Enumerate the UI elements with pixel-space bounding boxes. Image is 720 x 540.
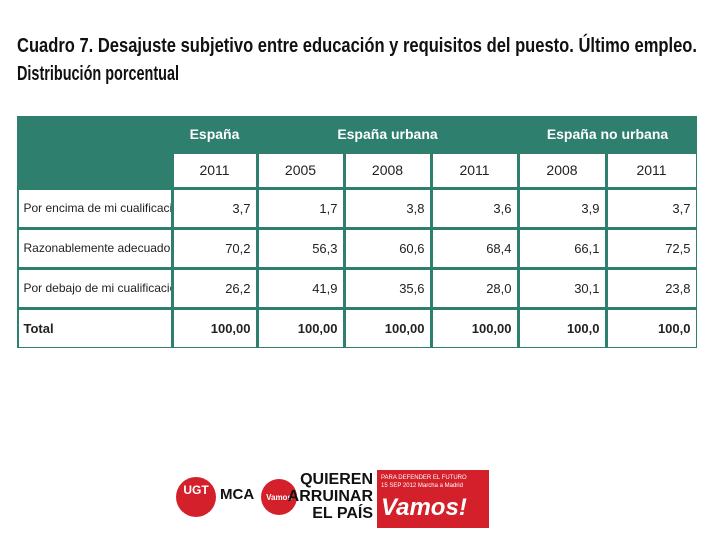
row-label: Total	[18, 309, 171, 347]
table-cell: 41,9	[258, 269, 343, 307]
year-header: 2011	[432, 153, 517, 187]
table-cell: 100,0	[607, 309, 696, 347]
vamos-banner	[377, 470, 489, 528]
year-header: 2008	[345, 153, 430, 187]
table-cell: 100,0	[519, 309, 605, 347]
mca-text: MCA	[220, 486, 254, 503]
table-cell: 23,8	[607, 269, 696, 307]
table-cell: 3,7	[607, 189, 696, 227]
vamos-badge-text: Vamos	[266, 493, 292, 502]
table-cell: 66,1	[519, 229, 605, 267]
group-header: España	[172, 116, 257, 152]
table-cell: 100,00	[345, 309, 430, 347]
table-cell: 3,8	[345, 189, 430, 227]
table-cell: 70,2	[173, 229, 256, 267]
tagline: PARA DEFENDER EL FUTURO	[381, 475, 467, 481]
table-cell: 72,5	[607, 229, 696, 267]
table-cell: 56,3	[258, 229, 343, 267]
table-cell: 35,6	[345, 269, 430, 307]
slogan-line: ARRUINAR	[288, 488, 374, 505]
subtitle: Distribución porcentual	[17, 63, 179, 85]
title: Cuadro 7. Desajuste subjetivo entre educ…	[17, 33, 697, 57]
table-cell: 30,1	[519, 269, 605, 307]
year-header: 2005	[258, 153, 343, 187]
table-cell: 3,9	[519, 189, 605, 227]
table-cell: 100,00	[173, 309, 256, 347]
year-header: 2011	[173, 153, 256, 187]
table-cell: 3,6	[432, 189, 517, 227]
date: 15 SEP 2012 Marcha a Madrid	[381, 483, 463, 489]
row-label: Razonablemente adecuado	[18, 229, 171, 267]
row-label: Por encima de mi cualificación	[18, 189, 171, 227]
group-header: España no urbana	[518, 116, 697, 152]
vamos-badge	[261, 479, 297, 515]
year-header: 2011	[607, 153, 696, 187]
table-cell: 3,7	[173, 189, 256, 227]
group-header: España urbana	[257, 116, 518, 152]
table-cell: 26,2	[173, 269, 256, 307]
ugt-logo	[176, 477, 216, 517]
table-cell: 28,0	[432, 269, 517, 307]
ugt-text: UGT	[183, 483, 209, 497]
table-cell: 100,00	[258, 309, 343, 347]
year-header: 2008	[519, 153, 605, 187]
table-cell: 1,7	[258, 189, 343, 227]
table-cell: 100,00	[432, 309, 517, 347]
slogan-line: QUIEREN	[300, 471, 373, 488]
slogan-line: EL PAÍS	[312, 503, 373, 522]
vamos-text: Vamos!	[381, 494, 467, 521]
table-cell: 60,6	[345, 229, 430, 267]
table-cell: 68,4	[432, 229, 517, 267]
row-label: Por debajo de mi cualificación	[18, 269, 171, 307]
